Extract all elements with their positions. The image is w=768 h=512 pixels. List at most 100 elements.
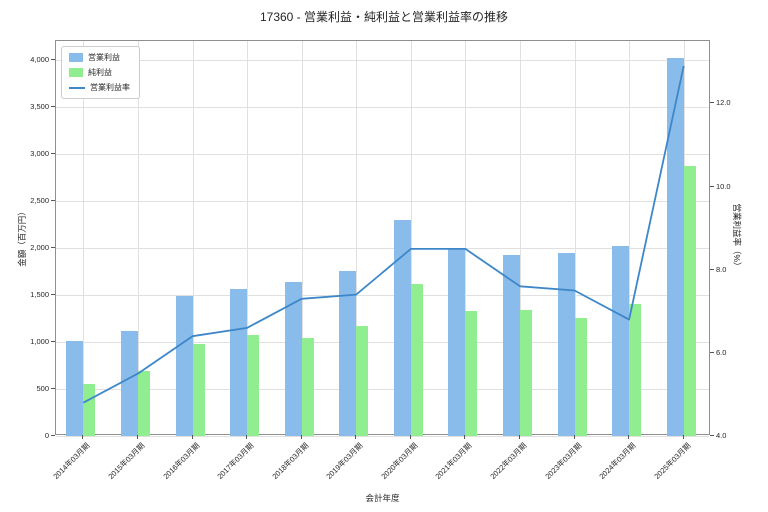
y-axis-left-tick-label: 2,000 [30,242,49,252]
y-axis-left-tick-mark [51,341,55,342]
gridline-horizontal [56,59,709,61]
legend-item: 営業利益率 [69,82,130,93]
y-axis-left-tick-mark [51,435,55,436]
y-axis-left-tick-mark [51,105,55,107]
net-profit-bar [629,304,642,436]
legend-label: 営業利益率 [90,83,130,92]
gridline-vertical [356,41,358,434]
x-axis-tick-mark [628,435,630,439]
operating-profit-bar [120,330,138,436]
x-axis-tick-mark [519,435,520,439]
operating-profit-bar [339,270,357,436]
x-axis-label: 会計年度 [365,493,400,503]
legend-line-swatch [69,86,85,89]
chart-title: 17360 - 営業利益・純利益と営業利益率の推移 [259,10,509,24]
y-axis-left-tick-label: 3,000 [30,148,49,158]
gridline-horizontal [56,294,709,296]
y-axis-left-tick-mark [51,58,55,60]
y-axis-left-tick-mark [51,246,55,248]
legend-label: 営業利益 [88,53,120,62]
gridline-horizontal [56,436,709,437]
net-profit-bar [137,371,150,436]
operating-profit-bar [612,246,630,436]
gridline-horizontal [56,342,709,343]
net-profit-bar [683,166,696,436]
operating-profit-bar [175,295,193,436]
gridline-vertical [247,41,248,434]
y-axis-left-tick-mark [51,152,55,154]
y-axis-right-tick-label: 10.0 [716,181,731,191]
operating-profit-bar [284,281,302,436]
operating-profit-bar [666,57,684,436]
net-profit-bar [465,310,478,436]
y-axis-right-tick-mark [710,185,714,187]
y-axis-left-tick-mark [51,293,55,295]
gridline-horizontal [56,247,709,249]
legend-label: 純利益 [88,68,112,77]
net-profit-bar [574,318,587,436]
legend-item: 営業利益 [69,52,130,63]
x-axis-tick-mark [573,435,575,439]
gridline-vertical [137,41,139,434]
x-axis-tick-mark [409,435,411,439]
x-axis-tick-mark [246,435,247,439]
x-axis-tick-mark [355,435,357,439]
net-profit-bar [247,335,259,436]
y-axis-left-tick-mark [51,388,55,389]
y-axis-right-tick-mark [710,435,714,436]
x-axis-tick-mark [82,435,84,439]
y-axis-left-tick-label: 0 [44,431,49,440]
y-axis-left-tick-label: 500 [36,384,49,393]
gridline-horizontal [56,153,709,155]
gridline-horizontal [56,389,709,390]
x-axis-tick-mark [191,435,193,439]
operating-profit-margin-line [82,65,685,404]
operating-profit-bar [557,252,575,436]
net-profit-bar [520,310,532,436]
gridline-vertical [192,41,194,434]
x-axis-tick-mark [300,435,302,439]
gridline-vertical [301,41,303,434]
y-axis-left-tick-label: 1,500 [30,289,49,299]
gridline-vertical [410,41,412,434]
y-axis-label-left: 金額（百万円） [17,207,27,267]
gridline-vertical [83,41,85,434]
net-profit-bar [356,326,369,436]
gridline-vertical [520,41,521,434]
operating-profit-bar [393,219,411,436]
y-axis-left-tick-label: 3,500 [30,101,49,111]
legend-item: 純利益 [69,67,130,78]
y-axis-left-tick-label: 2,500 [30,195,49,205]
x-axis-tick-mark [464,435,466,439]
operating-profit-bar [66,341,84,436]
y-axis-right-tick-mark [710,268,714,270]
y-axis-right-tick-label: 6.0 [716,347,727,357]
y-axis-left-tick-label: 4,000 [30,54,49,64]
legend: 営業利益純利益営業利益率 [61,46,140,99]
x-axis-tick-mark [682,435,684,439]
net-profit-bar [192,343,205,436]
gridline-vertical [465,41,467,434]
gridline-vertical [574,41,576,434]
y-axis-right-tick-mark [710,102,714,104]
y-axis-right-tick-label: 8.0 [716,264,727,274]
net-profit-bar [410,283,423,436]
operating-profit-bar [503,255,520,436]
y-axis-right-tick-label: 12.0 [716,98,731,108]
gridline-horizontal [56,200,709,202]
x-axis-tick-mark [136,435,138,439]
operating-profit-bar [230,289,247,436]
y-axis-left-tick-label: 1,000 [30,337,49,346]
operating-profit-bar [448,247,466,436]
y-axis-left-tick-mark [51,199,55,201]
y-axis-right-tick-mark [710,351,714,353]
legend-box-swatch [69,68,83,77]
y-axis-right-tick-label: 4.0 [716,431,727,440]
plot-area [55,40,710,437]
net-profit-bar [301,338,314,436]
y-axis-label-right: 営業利益率（%） [732,203,742,271]
gridline-horizontal [56,106,709,108]
gridline-vertical [629,41,631,434]
legend-box-swatch [69,53,83,62]
